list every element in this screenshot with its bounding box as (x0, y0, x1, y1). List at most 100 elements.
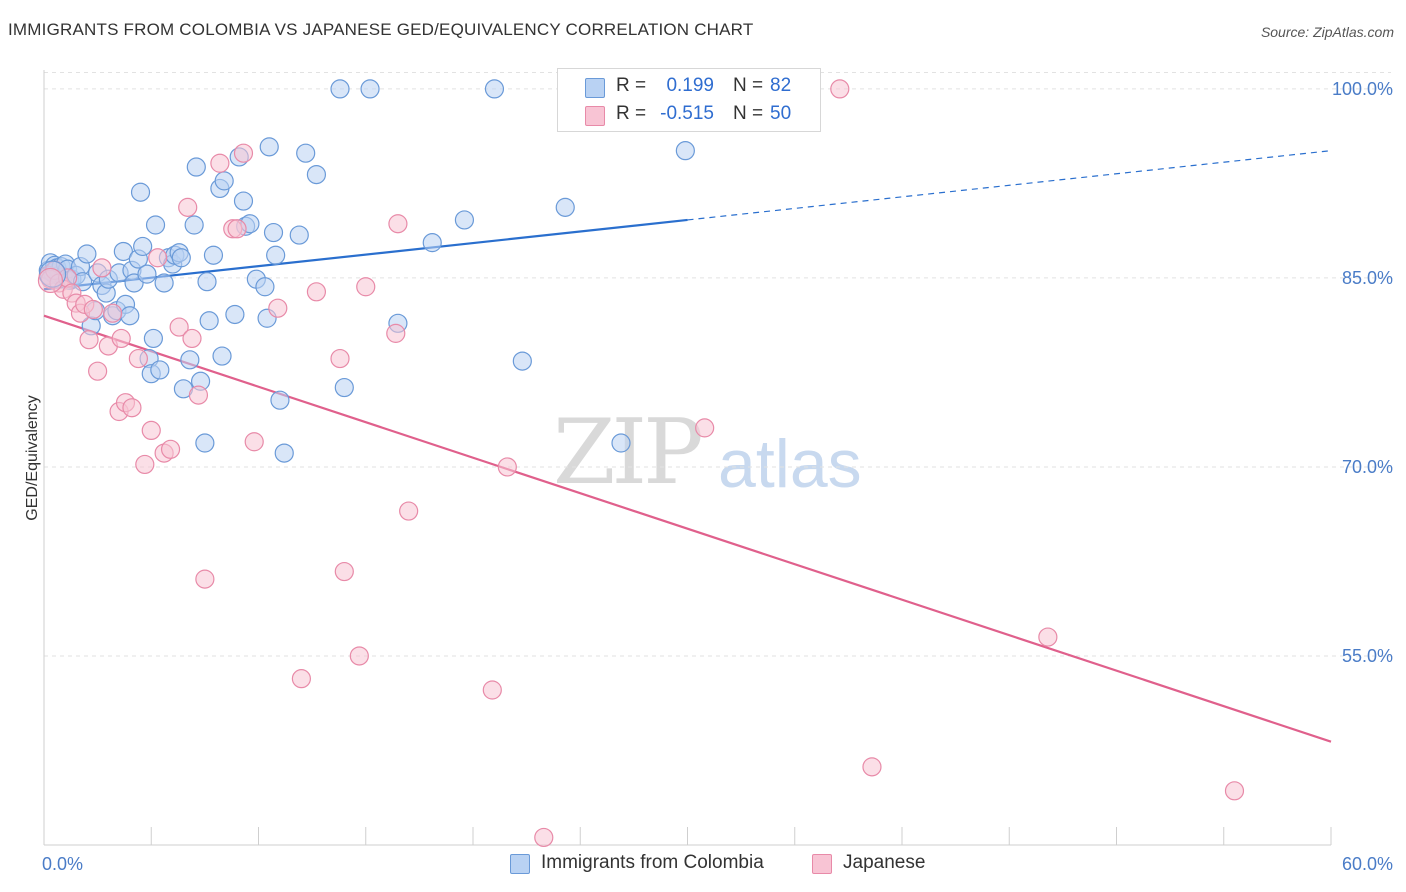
point-colombia (454, 210, 475, 230)
point-japanese (160, 439, 181, 459)
legend-swatch-japanese (585, 106, 605, 126)
point-japanese (233, 143, 254, 163)
point-colombia (130, 182, 151, 202)
point-colombia (133, 236, 153, 257)
point-colombia (296, 143, 316, 163)
legend-n-value: 82 (770, 75, 792, 96)
axes (43, 70, 1332, 846)
point-colombia (195, 433, 215, 453)
watermark-zip: ZIP (553, 400, 704, 505)
legend-r-value: 0.199 (666, 75, 714, 96)
point-colombia (225, 304, 245, 325)
bottom-legend-swatch-japanese (812, 854, 832, 874)
point-colombia (120, 306, 140, 326)
legend-r-label: R = (616, 75, 647, 96)
point-colombia (77, 244, 97, 264)
point-japanese (330, 348, 350, 369)
point-japanese (79, 330, 99, 350)
point-japanese (111, 328, 131, 349)
x-tick-label: 0.0% (42, 854, 83, 874)
point-japanese (122, 398, 142, 418)
point-colombia (150, 360, 170, 380)
point-japanese (135, 454, 155, 475)
point-japanese (141, 420, 161, 441)
point-colombia (274, 443, 294, 463)
bottom-legend-label-colombia: Immigrants from Colombia (541, 852, 764, 873)
x-tick-label: 60.0% (1342, 854, 1393, 874)
point-japanese (306, 282, 327, 302)
point-colombia (422, 233, 442, 253)
legend-n-value: 50 (770, 103, 792, 124)
trend-line-japanese (43, 314, 1332, 743)
chart-source: Source: ZipAtlas.com (1260, 24, 1394, 40)
point-colombia (143, 328, 163, 349)
point-colombia (484, 79, 505, 99)
point-japanese (169, 317, 189, 337)
point-colombia (137, 264, 157, 284)
point-colombia (306, 164, 327, 185)
point-colombia (197, 272, 217, 292)
point-japanese (534, 827, 554, 848)
legend-n-label: N = (733, 103, 764, 124)
point-japanese (291, 669, 311, 689)
point-japanese (862, 757, 882, 777)
point-japanese (356, 277, 376, 297)
point-colombia (184, 215, 204, 235)
legend-r-value: -0.515 (660, 103, 714, 124)
y-tick-label: 55.0% (1342, 646, 1393, 666)
point-colombia (334, 377, 354, 398)
point-japanese (830, 79, 850, 99)
point-colombia (203, 245, 224, 265)
tick-labels: 55.0% 70.0% 85.0% 100.0% 0.0% 60.0% (42, 79, 1393, 874)
point-japanese (695, 418, 715, 438)
point-colombia (233, 191, 254, 211)
bottom-legend-label-japanese: Japanese (843, 852, 926, 873)
point-colombia (330, 79, 350, 99)
point-japanese (188, 385, 209, 405)
point-japanese (92, 258, 112, 278)
legend-row-japanese: R = -0.515 N = 50 (558, 100, 820, 128)
point-japanese (334, 561, 354, 582)
point-japanese (244, 432, 264, 452)
point-japanese (210, 153, 230, 173)
legend-n-label: N = (733, 75, 764, 96)
point-japanese (1224, 781, 1245, 801)
point-japanese (128, 348, 148, 369)
y-tick-label: 85.0% (1342, 268, 1393, 288)
bottom-legend-swatch-colombia (510, 854, 530, 874)
legend-swatch-colombia (585, 78, 605, 98)
point-colombia (289, 225, 309, 245)
point-colombia (145, 215, 166, 235)
point-japanese (83, 299, 103, 320)
legend-r-label: R = (616, 103, 647, 124)
chart-title: IMMIGRANTS FROM COLOMBIA VS JAPANESE GED… (8, 20, 754, 39)
point-colombia (186, 157, 206, 177)
watermark-atlas: atlas (718, 426, 862, 502)
point-colombia (360, 79, 380, 99)
trend-line-colombia-projection (687, 150, 1332, 221)
point-japanese (182, 328, 202, 349)
point-colombia (199, 311, 219, 331)
point-colombia (512, 351, 532, 371)
point-colombia (212, 346, 232, 366)
point-colombia (171, 248, 191, 268)
point-colombia (263, 222, 284, 243)
point-japanese (482, 680, 502, 700)
correlation-legend: R = 0.199 N = 82 R = -0.515 N = 50 (557, 68, 821, 132)
point-japanese (37, 267, 64, 294)
point-colombia (611, 433, 631, 453)
point-colombia (214, 171, 234, 191)
point-japanese (386, 323, 406, 343)
point-japanese (88, 361, 108, 381)
point-japanese (178, 197, 198, 217)
legend-row-colombia: R = 0.199 N = 82 (558, 72, 820, 100)
point-colombia (266, 245, 286, 265)
point-colombia (675, 141, 695, 161)
point-japanese (1038, 627, 1058, 647)
point-japanese (497, 457, 517, 477)
y-tick-label: 70.0% (1342, 457, 1393, 477)
point-japanese (388, 214, 408, 234)
point-japanese (227, 219, 247, 239)
point-colombia (113, 241, 133, 262)
